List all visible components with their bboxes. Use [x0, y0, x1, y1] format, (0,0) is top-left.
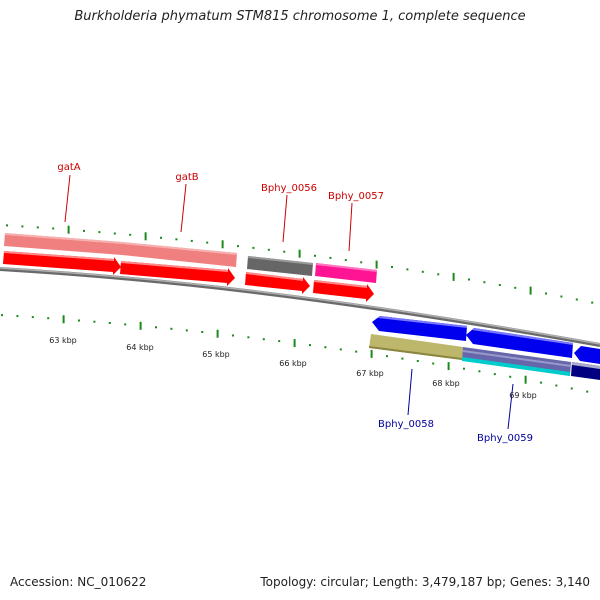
gene-gatA-box[interactable]	[4, 233, 122, 255]
chromosome-backbone	[0, 267, 600, 347]
gene-gatA-arrow[interactable]	[3, 251, 121, 275]
gene-bphy0058-arrow[interactable]	[372, 316, 467, 341]
scale-label-64: 64 kbp	[126, 343, 154, 352]
gene-next-box[interactable]	[571, 362, 600, 380]
label-gatA: gatA	[57, 162, 80, 173]
gene-bphy0057-box[interactable]	[315, 263, 377, 283]
lower-tick-row	[1, 314, 589, 393]
gene-gatB-arrow[interactable]	[120, 261, 235, 286]
gene-bphy0058-box[interactable]	[369, 334, 463, 360]
label-bphy0058: Bphy_0058	[378, 419, 434, 430]
scale-label-67: 67 kbp	[356, 369, 384, 378]
topology-text: Topology: circular; Length: 3,479,187 bp…	[260, 575, 590, 589]
upper-tick-row	[6, 224, 594, 304]
scale-label-65: 65 kbp	[202, 350, 230, 359]
gene-gatB-box[interactable]	[122, 242, 237, 267]
gene-bphy0056-box[interactable]	[247, 256, 313, 276]
gene-bphy0057-arrow[interactable]	[313, 280, 374, 302]
scale-label-63: 63 kbp	[49, 336, 77, 345]
gene-bphy0059-arrow[interactable]	[466, 328, 573, 358]
gene-bphy0056-arrow[interactable]	[245, 272, 310, 294]
gene-bphy0059-box[interactable]	[462, 347, 571, 376]
scale-label-69: 69 kbp	[509, 391, 537, 400]
label-bphy0059: Bphy_0059	[477, 433, 533, 444]
scale-label-68: 68 kbp	[432, 379, 460, 388]
label-gatB: gatB	[175, 172, 198, 183]
gene-next-arrow[interactable]	[574, 346, 600, 364]
accession-text: Accession: NC_010622	[10, 575, 147, 589]
map-title: Burkholderia phymatum STM815 chromosome …	[74, 9, 526, 24]
label-bphy0056: Bphy_0056	[261, 183, 317, 194]
label-bphy0057: Bphy_0057	[328, 191, 384, 202]
scale-label-66: 66 kbp	[279, 359, 307, 368]
